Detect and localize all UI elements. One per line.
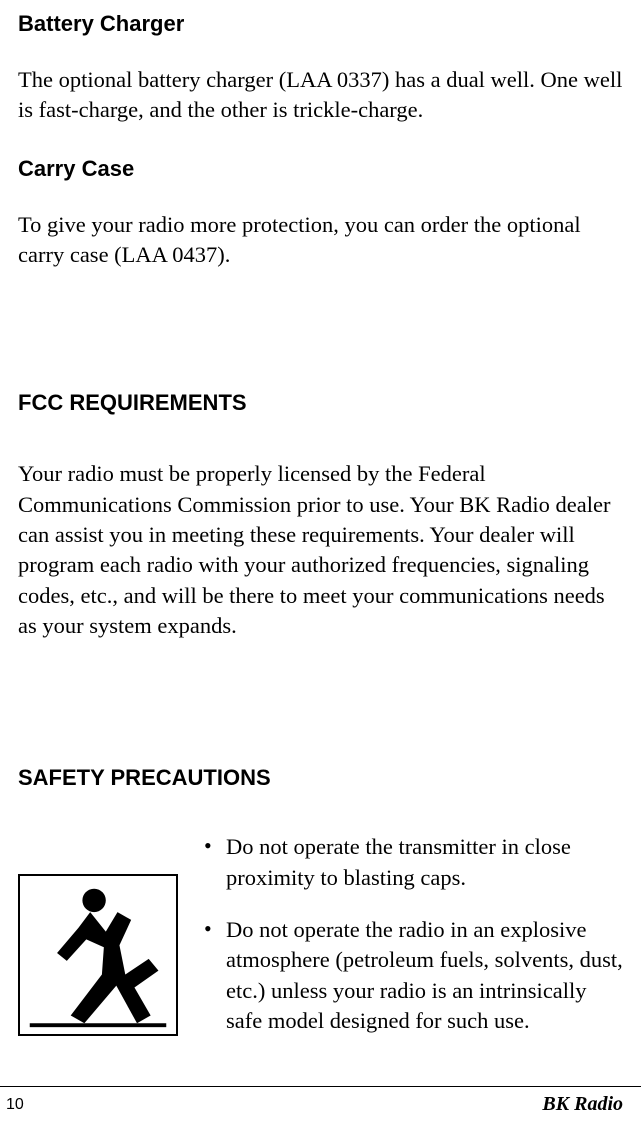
page-footer: 10 BK Radio (0, 1086, 641, 1116)
safety-item-text: Do not operate the radio in an explosive… (226, 915, 623, 1037)
list-item: • Do not operate the radio in an explosi… (204, 915, 623, 1037)
safety-list: • Do not operate the transmitter in clos… (178, 832, 623, 1058)
heading-battery-charger: Battery Charger (18, 0, 623, 39)
paragraph-battery-charger: The optional battery charger (LAA 0337) … (18, 39, 623, 126)
page-root: Battery Charger The optional battery cha… (0, 0, 641, 1132)
safety-block: • Do not operate the transmitter in clos… (18, 792, 623, 1058)
bullet-icon: • (204, 832, 226, 861)
heading-fcc-requirements: FCC REQUIREMENTS (18, 271, 623, 418)
paragraph-fcc-requirements: Your radio must be properly licensed by … (18, 417, 623, 641)
safety-item-text: Do not operate the transmitter in close … (226, 832, 623, 893)
safety-warning-icon (18, 874, 178, 1036)
list-item: • Do not operate the transmitter in clos… (204, 832, 623, 893)
heading-carry-case: Carry Case (18, 125, 623, 184)
paragraph-carry-case: To give your radio more protection, you … (18, 184, 623, 271)
footer-brand: BK Radio (542, 1093, 623, 1116)
bullet-icon: • (204, 915, 226, 944)
page-number: 10 (6, 1096, 24, 1114)
heading-safety-precautions: SAFETY PRECAUTIONS (18, 642, 623, 793)
